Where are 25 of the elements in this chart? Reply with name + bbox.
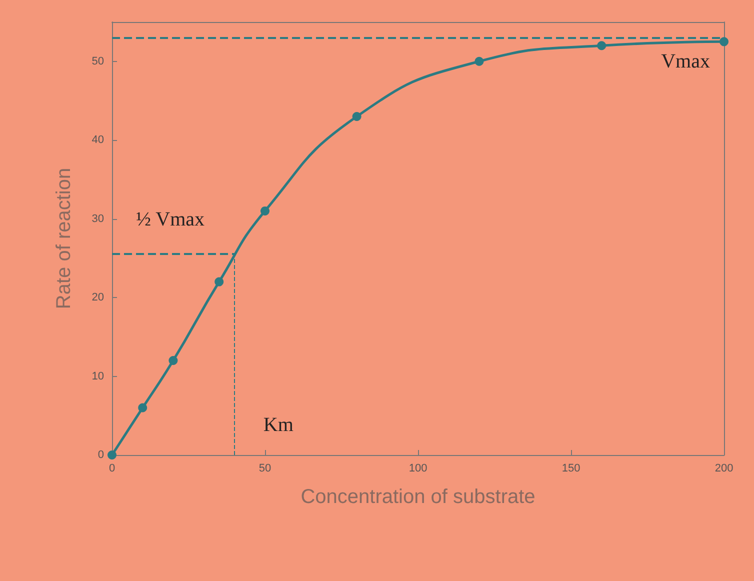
y-tick-label: 40 — [92, 134, 104, 146]
point — [168, 356, 178, 366]
x-tick-label: 150 — [562, 462, 580, 474]
x-tick-label: 50 — [258, 462, 272, 474]
ref-line-label: Vmax — [661, 50, 710, 73]
ref-line-label: Km — [263, 414, 294, 436]
y-tick-label: 10 — [92, 370, 104, 382]
point — [352, 112, 362, 121]
ref-line-label: ½ Vmax — [136, 208, 205, 230]
y-axis-title: Rate of reaction — [53, 168, 75, 310]
x-axis-title: Concentration of substrate — [300, 486, 536, 508]
y-tick-label: 50 — [92, 55, 104, 68]
point — [214, 277, 224, 286]
point — [260, 206, 270, 216]
x-tick-label: 200 — [714, 462, 734, 474]
x-tick-label: 100 — [408, 462, 428, 474]
x-tick-label: 0 — [108, 462, 116, 474]
y-tick-label: 0 — [98, 449, 104, 461]
y-tick-label: 20 — [92, 292, 104, 304]
y-tick-label: 30 — [92, 212, 104, 225]
point — [720, 37, 728, 46]
point — [597, 41, 606, 50]
point — [108, 450, 116, 460]
point — [138, 403, 148, 412]
point — [474, 56, 484, 66]
